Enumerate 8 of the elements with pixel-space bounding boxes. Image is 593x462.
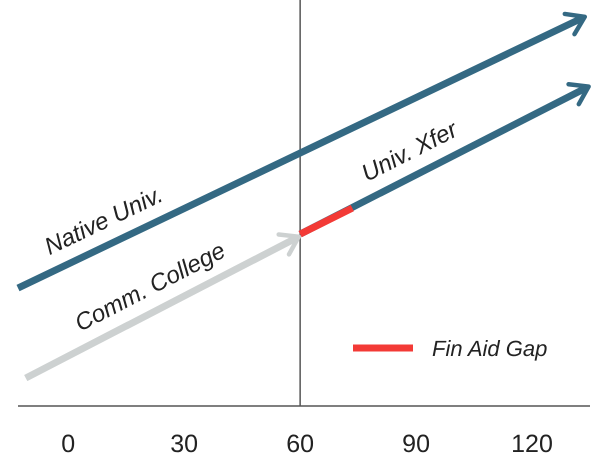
- text: Native Univ.: [40, 181, 168, 261]
- x-tick-label: 90: [402, 430, 430, 458]
- x-tick-label: 120: [511, 430, 553, 458]
- x-tick-label: 0: [61, 430, 76, 458]
- x-tick-label: 60: [286, 430, 314, 458]
- x-tick-label: 30: [170, 430, 198, 458]
- legend-label: Fin Aid Gap: [432, 336, 548, 361]
- text: Univ. Xfer: [357, 116, 463, 188]
